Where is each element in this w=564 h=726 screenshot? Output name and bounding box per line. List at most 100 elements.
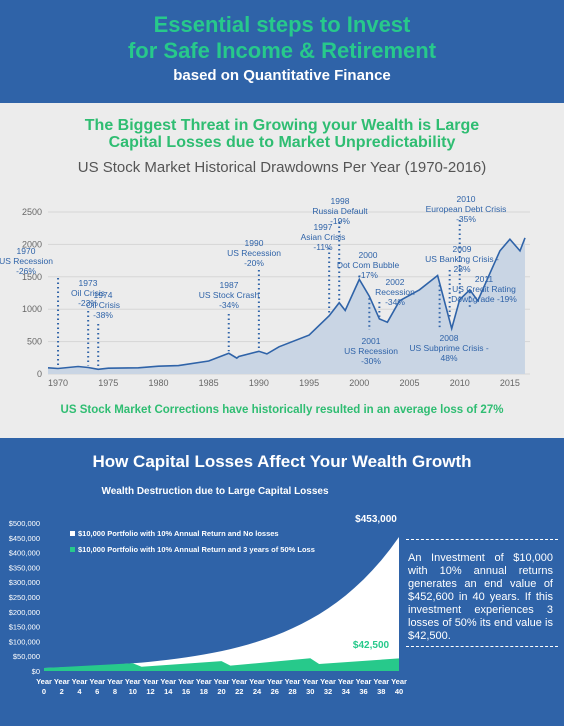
annotation-label: -38% (93, 310, 113, 320)
section2-heading: How Capital Losses Affect Your Wealth Gr… (92, 452, 472, 471)
annotation-label: 1970 (17, 246, 36, 256)
y-tick-label: 0 (37, 369, 42, 379)
x-tick-prefix: Year (249, 677, 265, 686)
section1-heading-line2: Capital Losses due to Market Unpredictab… (108, 134, 456, 151)
x-tick-label: 18 (200, 687, 208, 696)
y-tick-label: $250,000 (9, 593, 40, 602)
annotation-label: 2001 (362, 336, 381, 346)
loss-area (44, 658, 399, 671)
x-tick-label: 30 (306, 687, 314, 696)
annotation-label: US Recession (344, 346, 398, 356)
x-tick-label: 1995 (299, 378, 319, 388)
annotation-label: -26% (16, 266, 36, 276)
x-tick-label: 24 (253, 687, 262, 696)
x-tick-label: 2005 (399, 378, 419, 388)
x-tick-label: 14 (164, 687, 173, 696)
legend-swatch-loss (70, 547, 75, 552)
annotation-label: US Stock Crash (199, 290, 260, 300)
x-tick-prefix: Year (107, 677, 123, 686)
x-tick-prefix: Year (356, 677, 372, 686)
x-tick-label: 36 (359, 687, 367, 696)
y-tick-label: 500 (27, 337, 42, 347)
x-tick-prefix: Year (196, 677, 212, 686)
x-tick-label: 2 (60, 687, 64, 696)
section1-heading-line1: The Biggest Threat in Growing your Wealt… (84, 117, 480, 134)
x-tick-label: 20 (217, 687, 225, 696)
legend-swatch-no-loss (70, 531, 75, 536)
y-tick-label: $100,000 (9, 637, 40, 646)
x-tick-prefix: Year (302, 677, 318, 686)
y-tick-label: 2500 (22, 207, 42, 217)
annotation-label: 28% (453, 264, 470, 274)
x-tick-prefix: Year (267, 677, 283, 686)
x-tick-prefix: Year (214, 677, 230, 686)
x-tick-label: 0 (42, 687, 46, 696)
annotation-label: US Banking Crisis - (425, 254, 499, 264)
y-tick-label: $450,000 (9, 534, 40, 543)
x-tick-label: 28 (288, 687, 296, 696)
page-title-line1: Essential steps to Invest (153, 12, 411, 37)
annotation-label: 1997 (314, 222, 333, 232)
annotation-label: Oil Crisis (71, 288, 105, 298)
y-tick-label: $500,000 (9, 519, 40, 528)
y-tick-label: $50,000 (13, 652, 40, 661)
index-line (47, 237, 526, 371)
x-tick-label: 6 (95, 687, 99, 696)
x-tick-prefix: Year (125, 677, 141, 686)
annotation-label: 1987 (220, 280, 239, 290)
x-tick-label: 1990 (249, 378, 269, 388)
x-tick-prefix: Year (143, 677, 159, 686)
x-tick-label: 38 (377, 687, 385, 696)
y-tick-label: 1500 (22, 272, 42, 282)
annotation-label: Dot Com Bubble (337, 260, 400, 270)
annotation-label: Asian Crisis (301, 232, 346, 242)
annotation-label: 1973 (79, 278, 98, 288)
annotation-label: US Subprime Crisis - (409, 343, 489, 353)
annotation-label: 1990 (245, 238, 264, 248)
note-divider-top (406, 539, 558, 540)
annotation-label: 48% (440, 353, 457, 363)
wealth-note: An Investment of $10,000 with 10% annual… (408, 552, 553, 642)
annotation-label: Russia Default (312, 206, 368, 216)
x-tick-label: 4 (77, 687, 82, 696)
note-divider-bottom (406, 646, 558, 647)
x-tick-prefix: Year (54, 677, 70, 686)
x-tick-label: 26 (271, 687, 279, 696)
annotation-label: 2010 (457, 194, 476, 204)
annotation-label: 2000 (359, 250, 378, 260)
x-tick-prefix: Year (89, 677, 105, 686)
x-tick-label: 32 (324, 687, 332, 696)
x-tick-label: 22 (235, 687, 243, 696)
x-tick-prefix: Year (231, 677, 247, 686)
x-tick-prefix: Year (178, 677, 194, 686)
x-tick-prefix: Year (373, 677, 389, 686)
wealth-chart-title: Wealth Destruction due to Large Capital … (101, 486, 329, 497)
x-tick-prefix: Year (338, 677, 354, 686)
annotation-label: Recession (375, 287, 415, 297)
annotation-label: -35% (456, 214, 476, 224)
y-tick-label: $150,000 (9, 623, 40, 632)
wealth-section (0, 438, 564, 726)
annotation-label: -34% (219, 300, 239, 310)
x-tick-label: 10 (129, 687, 137, 696)
drawdown-chart: 0 500 1000 1500 2000 2500 1970 1975 1980 1985 1990… (0, 194, 530, 388)
drawdown-section (0, 103, 564, 438)
x-tick-prefix: Year (72, 677, 88, 686)
legend-label-loss: $10,000 Portfolio with 10% Annual Return… (78, 545, 315, 554)
x-tick-label: 1975 (98, 378, 118, 388)
x-tick-label: 34 (342, 687, 351, 696)
annotation-label: 2008 (440, 333, 459, 343)
